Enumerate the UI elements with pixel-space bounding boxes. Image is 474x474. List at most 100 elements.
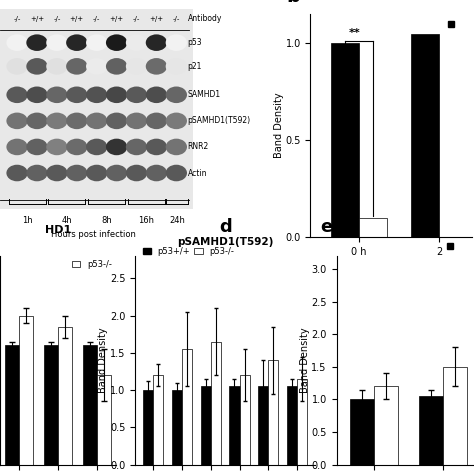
Ellipse shape	[126, 138, 147, 155]
Text: 4h: 4h	[62, 216, 72, 225]
Ellipse shape	[46, 58, 67, 75]
Bar	[374, 386, 398, 465]
Ellipse shape	[106, 138, 127, 155]
Legend: p53-/-: p53-/-	[72, 260, 112, 269]
Ellipse shape	[106, 165, 127, 182]
Ellipse shape	[27, 113, 47, 129]
Ellipse shape	[126, 58, 147, 75]
Y-axis label: Band Density: Band Density	[274, 93, 284, 158]
Bar	[97, 375, 111, 465]
Text: +/+: +/+	[149, 16, 164, 22]
Bar	[229, 386, 239, 465]
Ellipse shape	[27, 58, 47, 75]
Bar	[143, 390, 153, 465]
Ellipse shape	[126, 35, 147, 51]
Legend: p53+/+, p53-/-: p53+/+, p53-/-	[139, 244, 237, 259]
Bar	[297, 379, 307, 465]
Ellipse shape	[165, 87, 187, 103]
Text: b: b	[286, 0, 300, 7]
Ellipse shape	[165, 58, 187, 75]
Ellipse shape	[86, 35, 107, 51]
Ellipse shape	[126, 113, 147, 129]
Ellipse shape	[6, 138, 27, 155]
Text: -/-: -/-	[13, 16, 21, 22]
Text: HD1: HD1	[45, 225, 71, 235]
Ellipse shape	[27, 35, 47, 51]
Text: e: e	[320, 219, 332, 237]
Text: +/+: +/+	[30, 16, 44, 22]
Text: pSAMHD1(T592): pSAMHD1(T592)	[177, 237, 273, 247]
Bar	[350, 399, 374, 465]
Text: H: H	[387, 269, 395, 279]
Ellipse shape	[165, 138, 187, 155]
Text: p53: p53	[188, 38, 202, 47]
Text: pSAMHD1(T592): pSAMHD1(T592)	[188, 117, 251, 125]
Ellipse shape	[46, 165, 67, 182]
Ellipse shape	[66, 35, 87, 51]
Text: SAMHD1: SAMHD1	[188, 91, 221, 99]
Ellipse shape	[126, 165, 147, 182]
Ellipse shape	[27, 87, 47, 103]
Ellipse shape	[46, 113, 67, 129]
Text: 24h: 24h	[169, 216, 185, 225]
Ellipse shape	[106, 113, 127, 129]
Ellipse shape	[6, 87, 27, 103]
Text: +/+: +/+	[70, 16, 84, 22]
Ellipse shape	[146, 35, 167, 51]
Bar	[19, 316, 33, 465]
Ellipse shape	[46, 87, 67, 103]
Text: Actin: Actin	[188, 169, 207, 177]
Bar	[0, 9, 193, 209]
Ellipse shape	[27, 138, 47, 155]
Ellipse shape	[86, 87, 107, 103]
Text: RNR2: RNR2	[188, 143, 209, 151]
Ellipse shape	[66, 87, 87, 103]
Bar	[258, 386, 268, 465]
Ellipse shape	[6, 58, 27, 75]
Ellipse shape	[106, 35, 127, 51]
Text: 16h: 16h	[138, 216, 155, 225]
Ellipse shape	[66, 165, 87, 182]
Bar	[239, 375, 250, 465]
Ellipse shape	[6, 113, 27, 129]
Ellipse shape	[106, 87, 127, 103]
Ellipse shape	[66, 138, 87, 155]
Ellipse shape	[146, 58, 167, 75]
Ellipse shape	[86, 113, 107, 129]
Text: 8h: 8h	[101, 216, 112, 225]
Text: -/-: -/-	[133, 16, 140, 22]
Text: 1h: 1h	[22, 216, 32, 225]
Ellipse shape	[146, 87, 167, 103]
Text: p21: p21	[188, 62, 202, 71]
Ellipse shape	[165, 35, 187, 51]
Ellipse shape	[6, 35, 27, 51]
Ellipse shape	[86, 165, 107, 182]
Bar	[58, 327, 72, 465]
Text: -/-: -/-	[53, 16, 61, 22]
Text: -/-: -/-	[93, 16, 100, 22]
Bar	[268, 360, 278, 465]
Ellipse shape	[66, 113, 87, 129]
Bar	[287, 386, 297, 465]
Ellipse shape	[6, 165, 27, 182]
Bar	[359, 218, 387, 237]
Ellipse shape	[106, 58, 127, 75]
Text: +/+: +/+	[109, 16, 124, 22]
Text: d: d	[219, 219, 231, 237]
Ellipse shape	[146, 138, 167, 155]
Ellipse shape	[66, 58, 87, 75]
Bar	[182, 349, 192, 465]
Bar	[331, 43, 359, 237]
Bar	[5, 346, 19, 465]
Bar	[153, 375, 164, 465]
Ellipse shape	[86, 58, 107, 75]
Bar	[211, 342, 221, 465]
Ellipse shape	[146, 113, 167, 129]
Ellipse shape	[46, 35, 67, 51]
Bar	[45, 346, 58, 465]
Ellipse shape	[86, 138, 107, 155]
Ellipse shape	[146, 165, 167, 182]
Y-axis label: Band Density: Band Density	[99, 328, 109, 393]
Y-axis label: Band Density: Band Density	[300, 328, 310, 393]
Bar	[411, 34, 439, 237]
